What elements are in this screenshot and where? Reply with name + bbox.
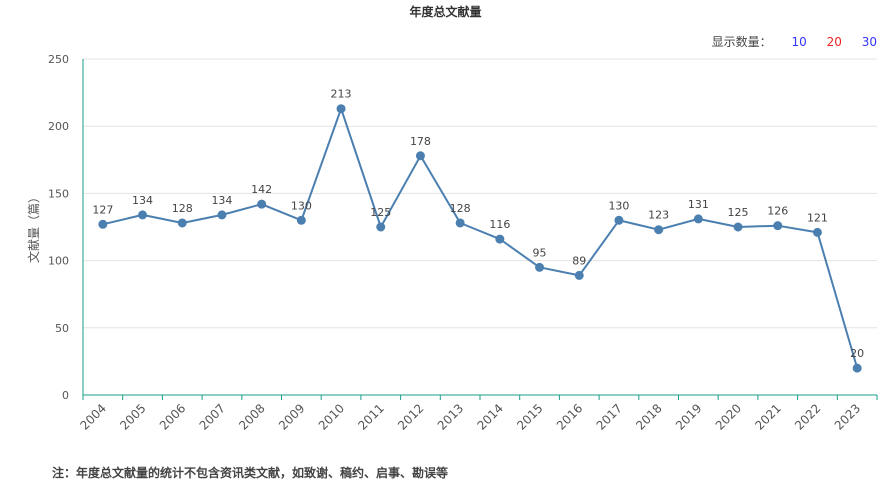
data-point[interactable] <box>852 363 862 373</box>
x-tick-label: 2010 <box>316 401 347 432</box>
data-label: 142 <box>251 183 272 196</box>
data-point[interactable] <box>415 151 425 161</box>
x-tick-label: 2019 <box>673 401 704 432</box>
y-tick-label: 250 <box>48 53 69 66</box>
data-point[interactable] <box>98 219 108 229</box>
y-tick-label: 200 <box>48 120 69 133</box>
chart-footnote: 注：年度总文献量的统计不包含资讯类文献，如致谢、稿约、启事、勘误等 <box>52 466 449 480</box>
data-point[interactable] <box>812 227 822 237</box>
x-tick-label: 2005 <box>117 401 148 432</box>
x-tick-label: 2006 <box>157 401 188 432</box>
data-label: 134 <box>132 194 153 207</box>
x-tick-label: 2021 <box>752 401 783 432</box>
x-tick-label: 2012 <box>395 401 426 432</box>
y-tick-label: 50 <box>55 322 69 335</box>
x-tick-label: 2014 <box>474 401 505 432</box>
data-point[interactable] <box>336 104 346 114</box>
data-point[interactable] <box>217 210 227 220</box>
data-point[interactable] <box>733 222 743 232</box>
x-tick-label: 2023 <box>832 401 863 432</box>
data-point[interactable] <box>614 215 624 225</box>
data-label: 178 <box>410 135 431 148</box>
data-label: 125 <box>728 206 749 219</box>
data-label: 213 <box>331 88 352 101</box>
data-point[interactable] <box>376 222 386 232</box>
x-tick-label: 2009 <box>276 401 307 432</box>
x-tick-label: 2016 <box>554 401 585 432</box>
data-point[interactable] <box>257 199 267 209</box>
x-tick-label: 2011 <box>355 401 386 432</box>
data-label: 116 <box>489 218 510 231</box>
data-point[interactable] <box>455 218 465 228</box>
display-count-selector: 显示数量： 10 20 30 <box>712 33 877 50</box>
data-label: 121 <box>807 211 828 224</box>
chart-title: 年度总文献量 <box>409 5 482 19</box>
data-label: 131 <box>688 198 709 211</box>
data-label: 128 <box>450 202 471 215</box>
display-count-option-30[interactable]: 30 <box>861 35 877 49</box>
data-point[interactable] <box>693 214 703 224</box>
y-tick-label: 0 <box>62 389 69 402</box>
data-label: 127 <box>92 203 113 216</box>
display-count-label: 显示数量： <box>711 35 772 49</box>
data-label: 123 <box>648 209 669 222</box>
data-label: 95 <box>533 246 547 259</box>
data-point[interactable] <box>296 215 306 225</box>
data-label: 130 <box>291 199 312 212</box>
x-tick-label: 2004 <box>77 401 108 432</box>
data-point[interactable] <box>654 225 664 235</box>
data-label: 134 <box>211 194 232 207</box>
x-tick-label: 2018 <box>633 401 664 432</box>
y-tick-label: 150 <box>48 187 69 200</box>
data-point[interactable] <box>138 210 148 220</box>
display-count-option-20[interactable]: 20 <box>826 35 842 49</box>
data-label: 130 <box>608 199 629 212</box>
x-tick-label: 2015 <box>514 401 545 432</box>
data-point[interactable] <box>495 234 505 244</box>
x-tick-label: 2008 <box>236 401 267 432</box>
data-point[interactable] <box>574 270 584 280</box>
x-tick-label: 2022 <box>792 401 823 432</box>
x-tick-label: 2013 <box>435 401 466 432</box>
data-label: 126 <box>767 205 788 218</box>
x-tick-label: 2007 <box>197 401 228 432</box>
data-label: 125 <box>370 206 391 219</box>
data-point[interactable] <box>177 218 187 228</box>
data-point[interactable] <box>535 262 545 272</box>
y-axis-title: 文献量（篇） <box>26 191 41 263</box>
x-tick-label: 2017 <box>594 401 625 432</box>
data-label: 128 <box>172 202 193 215</box>
data-label: 89 <box>572 254 586 267</box>
y-tick-label: 100 <box>48 255 69 268</box>
data-label: 20 <box>850 347 864 360</box>
display-count-option-10[interactable]: 10 <box>791 35 807 49</box>
series-line <box>102 107 859 369</box>
data-point[interactable] <box>773 221 783 231</box>
x-tick-label: 2020 <box>713 401 744 432</box>
